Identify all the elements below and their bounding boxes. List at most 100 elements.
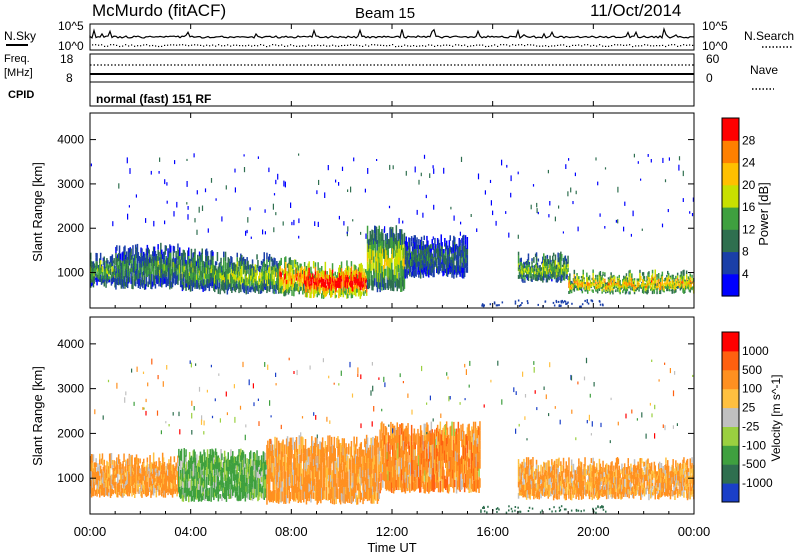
range-gate-cell (589, 282, 592, 284)
range-gate-cell (249, 287, 251, 292)
range-gate-cell (422, 241, 425, 246)
range-gate-cell (452, 246, 454, 252)
range-gate-cell (423, 254, 425, 259)
range-gate-cell (112, 468, 114, 473)
range-gate-cell (185, 478, 187, 487)
range-gate-cell (428, 269, 431, 275)
range-gate-cell (553, 260, 556, 264)
range-gate-cell (185, 449, 187, 457)
range-gate-cell (464, 244, 467, 250)
range-gate-cell (104, 275, 106, 278)
range-gate-cell (656, 277, 658, 280)
range-gate-cell (451, 259, 453, 266)
range-gate-cell (597, 288, 600, 290)
range-gate-cell (332, 283, 335, 286)
range-gate-cell (187, 259, 189, 269)
range-gate-cell (184, 283, 186, 288)
range-gate-cell (272, 489, 274, 503)
range-gate-cell (188, 495, 190, 503)
range-gate-cell (163, 264, 166, 271)
range-gate-cell (407, 264, 409, 268)
range-gate-cell (259, 459, 262, 468)
range-gate-cell (321, 290, 324, 295)
range-gate-cell (145, 486, 148, 492)
range-gate-cell (158, 470, 160, 477)
range-gate-cell (169, 480, 171, 485)
range-gate-cell (412, 265, 415, 272)
range-gate-cell (466, 248, 469, 255)
nsearch-dot (302, 45, 304, 47)
range-gate-cell (320, 274, 322, 277)
range-gate-cell (524, 262, 526, 266)
scatter-echo (350, 186, 352, 193)
nsearch-dot (512, 44, 514, 46)
range-gate-cell (102, 470, 105, 475)
range-gate-cell (666, 274, 668, 278)
range-gate-cell (646, 289, 648, 295)
range-gate-cell (120, 467, 123, 474)
range-gate-cell (253, 470, 256, 480)
range-gate-cell (201, 462, 203, 470)
range-gate-cell (542, 276, 544, 283)
range-gate-cell (552, 266, 554, 273)
range-gate-cell (206, 449, 209, 463)
range-gate-cell (663, 287, 665, 290)
range-gate-cell (584, 282, 586, 284)
range-gate-cell (292, 269, 294, 278)
range-gate-cell (617, 288, 620, 290)
range-gate-cell (453, 253, 455, 262)
range-gate-cell (518, 264, 521, 268)
range-gate-cell (183, 250, 185, 256)
range-gate-cell (179, 489, 182, 499)
range-gate-cell (178, 475, 180, 484)
range-gate-cell (546, 266, 549, 271)
range-gate-cell (609, 276, 611, 280)
range-gate-cell (635, 287, 638, 290)
range-gate-cell (303, 276, 305, 284)
range-gate-cell (213, 457, 215, 464)
range-gate-cell (151, 274, 153, 282)
range-gate-cell (291, 485, 293, 499)
range-gate-cell (118, 245, 121, 254)
scatter-echo (187, 206, 189, 210)
range-gate-cell (150, 493, 152, 498)
range-gate-cell (145, 481, 148, 487)
range-gate-cell (195, 487, 197, 498)
range-gate-cell (232, 266, 234, 270)
range-gate-cell (626, 282, 629, 285)
range-gate-cell (134, 467, 136, 473)
range-gate-cell (142, 465, 144, 470)
range-gate-cell (174, 279, 176, 286)
range-gate-cell (124, 475, 126, 480)
range-gate-cell (277, 488, 280, 504)
range-gate-cell (356, 278, 359, 283)
range-gate-cell (148, 478, 150, 485)
range-gate-cell (534, 277, 537, 281)
range-gate-cell (138, 483, 140, 487)
scatter-echo (536, 202, 538, 208)
range-gate-cell (583, 279, 585, 282)
range-gate-cell (266, 286, 268, 294)
range-gate-cell (263, 261, 265, 271)
range-gate-cell (170, 273, 172, 281)
range-gate-cell (289, 492, 291, 502)
range-gate-cell (248, 279, 250, 284)
range-gate-cell (539, 272, 541, 277)
range-gate-cell (220, 283, 222, 289)
range-gate-cell (568, 279, 570, 283)
range-gate-cell (546, 278, 549, 283)
range-gate-cell (104, 472, 106, 478)
range-gate-cell (197, 472, 200, 479)
range-gate-cell (337, 272, 339, 278)
range-gate-cell (277, 472, 280, 488)
range-gate-cell (196, 477, 198, 489)
range-gate-cell (402, 280, 405, 291)
scatter-echo (186, 202, 188, 205)
range-gate-cell (557, 262, 559, 268)
range-gate-cell (560, 267, 562, 275)
range-gate-cell (679, 285, 682, 288)
range-gate-cell (628, 270, 630, 274)
range-gate-cell (419, 257, 421, 262)
range-gate-cell (192, 267, 194, 273)
range-gate-cell (190, 273, 193, 280)
